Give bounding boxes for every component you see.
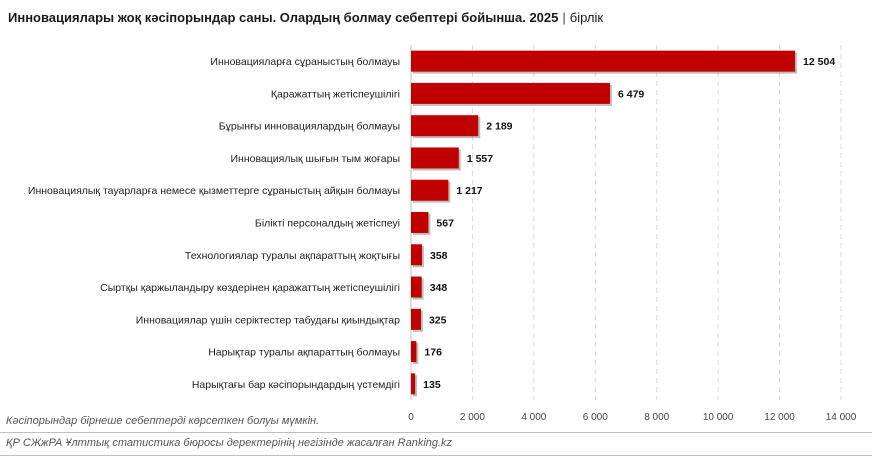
title-unit: бірлік <box>569 10 604 25</box>
value-label: 1 557 <box>467 153 493 165</box>
x-tick-label: 6 000 <box>583 412 608 423</box>
x-tick-label: 0 <box>408 412 414 423</box>
footer-divider-bottom <box>0 455 872 456</box>
category-label: Бұрынғы инновациялардың болмауы <box>219 121 400 133</box>
category-label: Инновациялық шығын тым жоғары <box>230 153 400 165</box>
bar-1 <box>411 50 796 72</box>
category-label: Қаражаттың жетіспеушілігі <box>271 88 400 100</box>
bar-8 <box>411 276 422 298</box>
bar-4 <box>411 147 459 169</box>
category-label: Инновациялар үшін серіктестер табудағы қ… <box>136 314 400 326</box>
category-label: Инновацияларға сұраныстың болмауы <box>210 56 400 68</box>
bar-9 <box>411 308 421 330</box>
x-tick-label: 2 000 <box>460 412 485 423</box>
title-separator: | <box>562 10 566 25</box>
value-label: 348 <box>430 282 448 294</box>
category-label: Нарықтар туралы ақпараттың болмауы <box>208 347 400 359</box>
category-label: Нарықтағы бар кәсіпорындардың үстемдігі <box>192 379 400 391</box>
value-label: 6 479 <box>618 88 644 100</box>
x-tick-label: 4 000 <box>521 412 546 423</box>
value-label: 135 <box>423 379 441 391</box>
category-label: Технологиялар туралы ақпараттың жоқтығы <box>185 250 400 262</box>
value-label: 567 <box>436 218 454 230</box>
x-tick-label: 14 000 <box>826 412 857 423</box>
bar-3 <box>411 115 479 137</box>
category-label: Сыртқы қаржыландыру көздерінен қаражатты… <box>100 282 400 294</box>
value-label: 325 <box>429 314 447 326</box>
category-label: Білікті персоналдың жетіспеуі <box>255 218 400 230</box>
value-label: 358 <box>430 250 448 262</box>
value-label: 2 189 <box>486 121 512 133</box>
value-label: 176 <box>424 347 442 359</box>
value-label: 12 504 <box>803 56 835 68</box>
chart-note: Кәсіпорындар бірнеше себептерді көрсетке… <box>6 415 320 427</box>
x-tick-label: 12 000 <box>764 412 795 423</box>
bar-5 <box>411 179 449 201</box>
bar-11 <box>411 373 416 395</box>
bar-10 <box>411 341 417 363</box>
bar-2 <box>411 82 610 104</box>
footer-divider-top <box>0 432 872 433</box>
title-text: Инновациялары жоқ кәсіпорындар саны. Ола… <box>8 10 559 25</box>
chart-source: ҚР СЖжРА Ұлттық статистика бюросы дерект… <box>6 437 453 449</box>
chart-title: Инновациялары жоқ кәсіпорындар саны. Ола… <box>8 10 603 25</box>
bar-6 <box>411 212 429 233</box>
x-tick-label: 10 000 <box>703 412 734 423</box>
value-label: 1 217 <box>456 185 482 197</box>
x-tick-label: 8 000 <box>644 412 669 423</box>
category-label: Инновациялық тауарларға немесе қызметтер… <box>28 185 400 197</box>
bar-7 <box>411 244 422 266</box>
